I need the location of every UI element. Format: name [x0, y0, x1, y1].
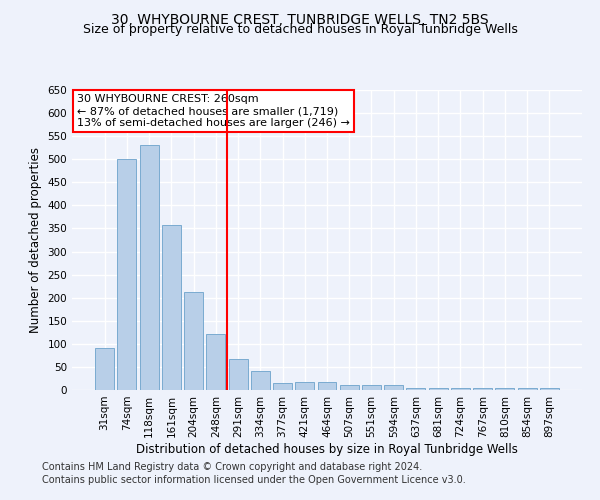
- Y-axis label: Number of detached properties: Number of detached properties: [29, 147, 42, 333]
- Text: Contains public sector information licensed under the Open Government Licence v3: Contains public sector information licen…: [42, 475, 466, 485]
- Bar: [273, 383, 292, 390]
- Bar: [451, 388, 470, 390]
- Bar: [229, 358, 248, 390]
- Bar: [140, 146, 158, 390]
- Bar: [518, 388, 536, 390]
- Text: Contains HM Land Registry data © Crown copyright and database right 2024.: Contains HM Land Registry data © Crown c…: [42, 462, 422, 472]
- Bar: [184, 292, 203, 390]
- Bar: [295, 382, 314, 390]
- Bar: [384, 386, 403, 390]
- Bar: [406, 388, 425, 390]
- Bar: [340, 386, 359, 390]
- Text: Size of property relative to detached houses in Royal Tunbridge Wells: Size of property relative to detached ho…: [83, 22, 517, 36]
- Bar: [118, 159, 136, 390]
- Bar: [206, 334, 225, 390]
- Bar: [362, 385, 381, 390]
- Bar: [496, 388, 514, 390]
- Bar: [473, 388, 492, 390]
- Bar: [95, 348, 114, 390]
- Bar: [162, 225, 181, 390]
- Text: 30, WHYBOURNE CREST, TUNBRIDGE WELLS, TN2 5BS: 30, WHYBOURNE CREST, TUNBRIDGE WELLS, TN…: [111, 12, 489, 26]
- Bar: [429, 388, 448, 390]
- X-axis label: Distribution of detached houses by size in Royal Tunbridge Wells: Distribution of detached houses by size …: [136, 442, 518, 456]
- Bar: [317, 382, 337, 390]
- Bar: [251, 370, 270, 390]
- Bar: [540, 388, 559, 390]
- Text: 30 WHYBOURNE CREST: 260sqm
← 87% of detached houses are smaller (1,719)
13% of s: 30 WHYBOURNE CREST: 260sqm ← 87% of deta…: [77, 94, 350, 128]
